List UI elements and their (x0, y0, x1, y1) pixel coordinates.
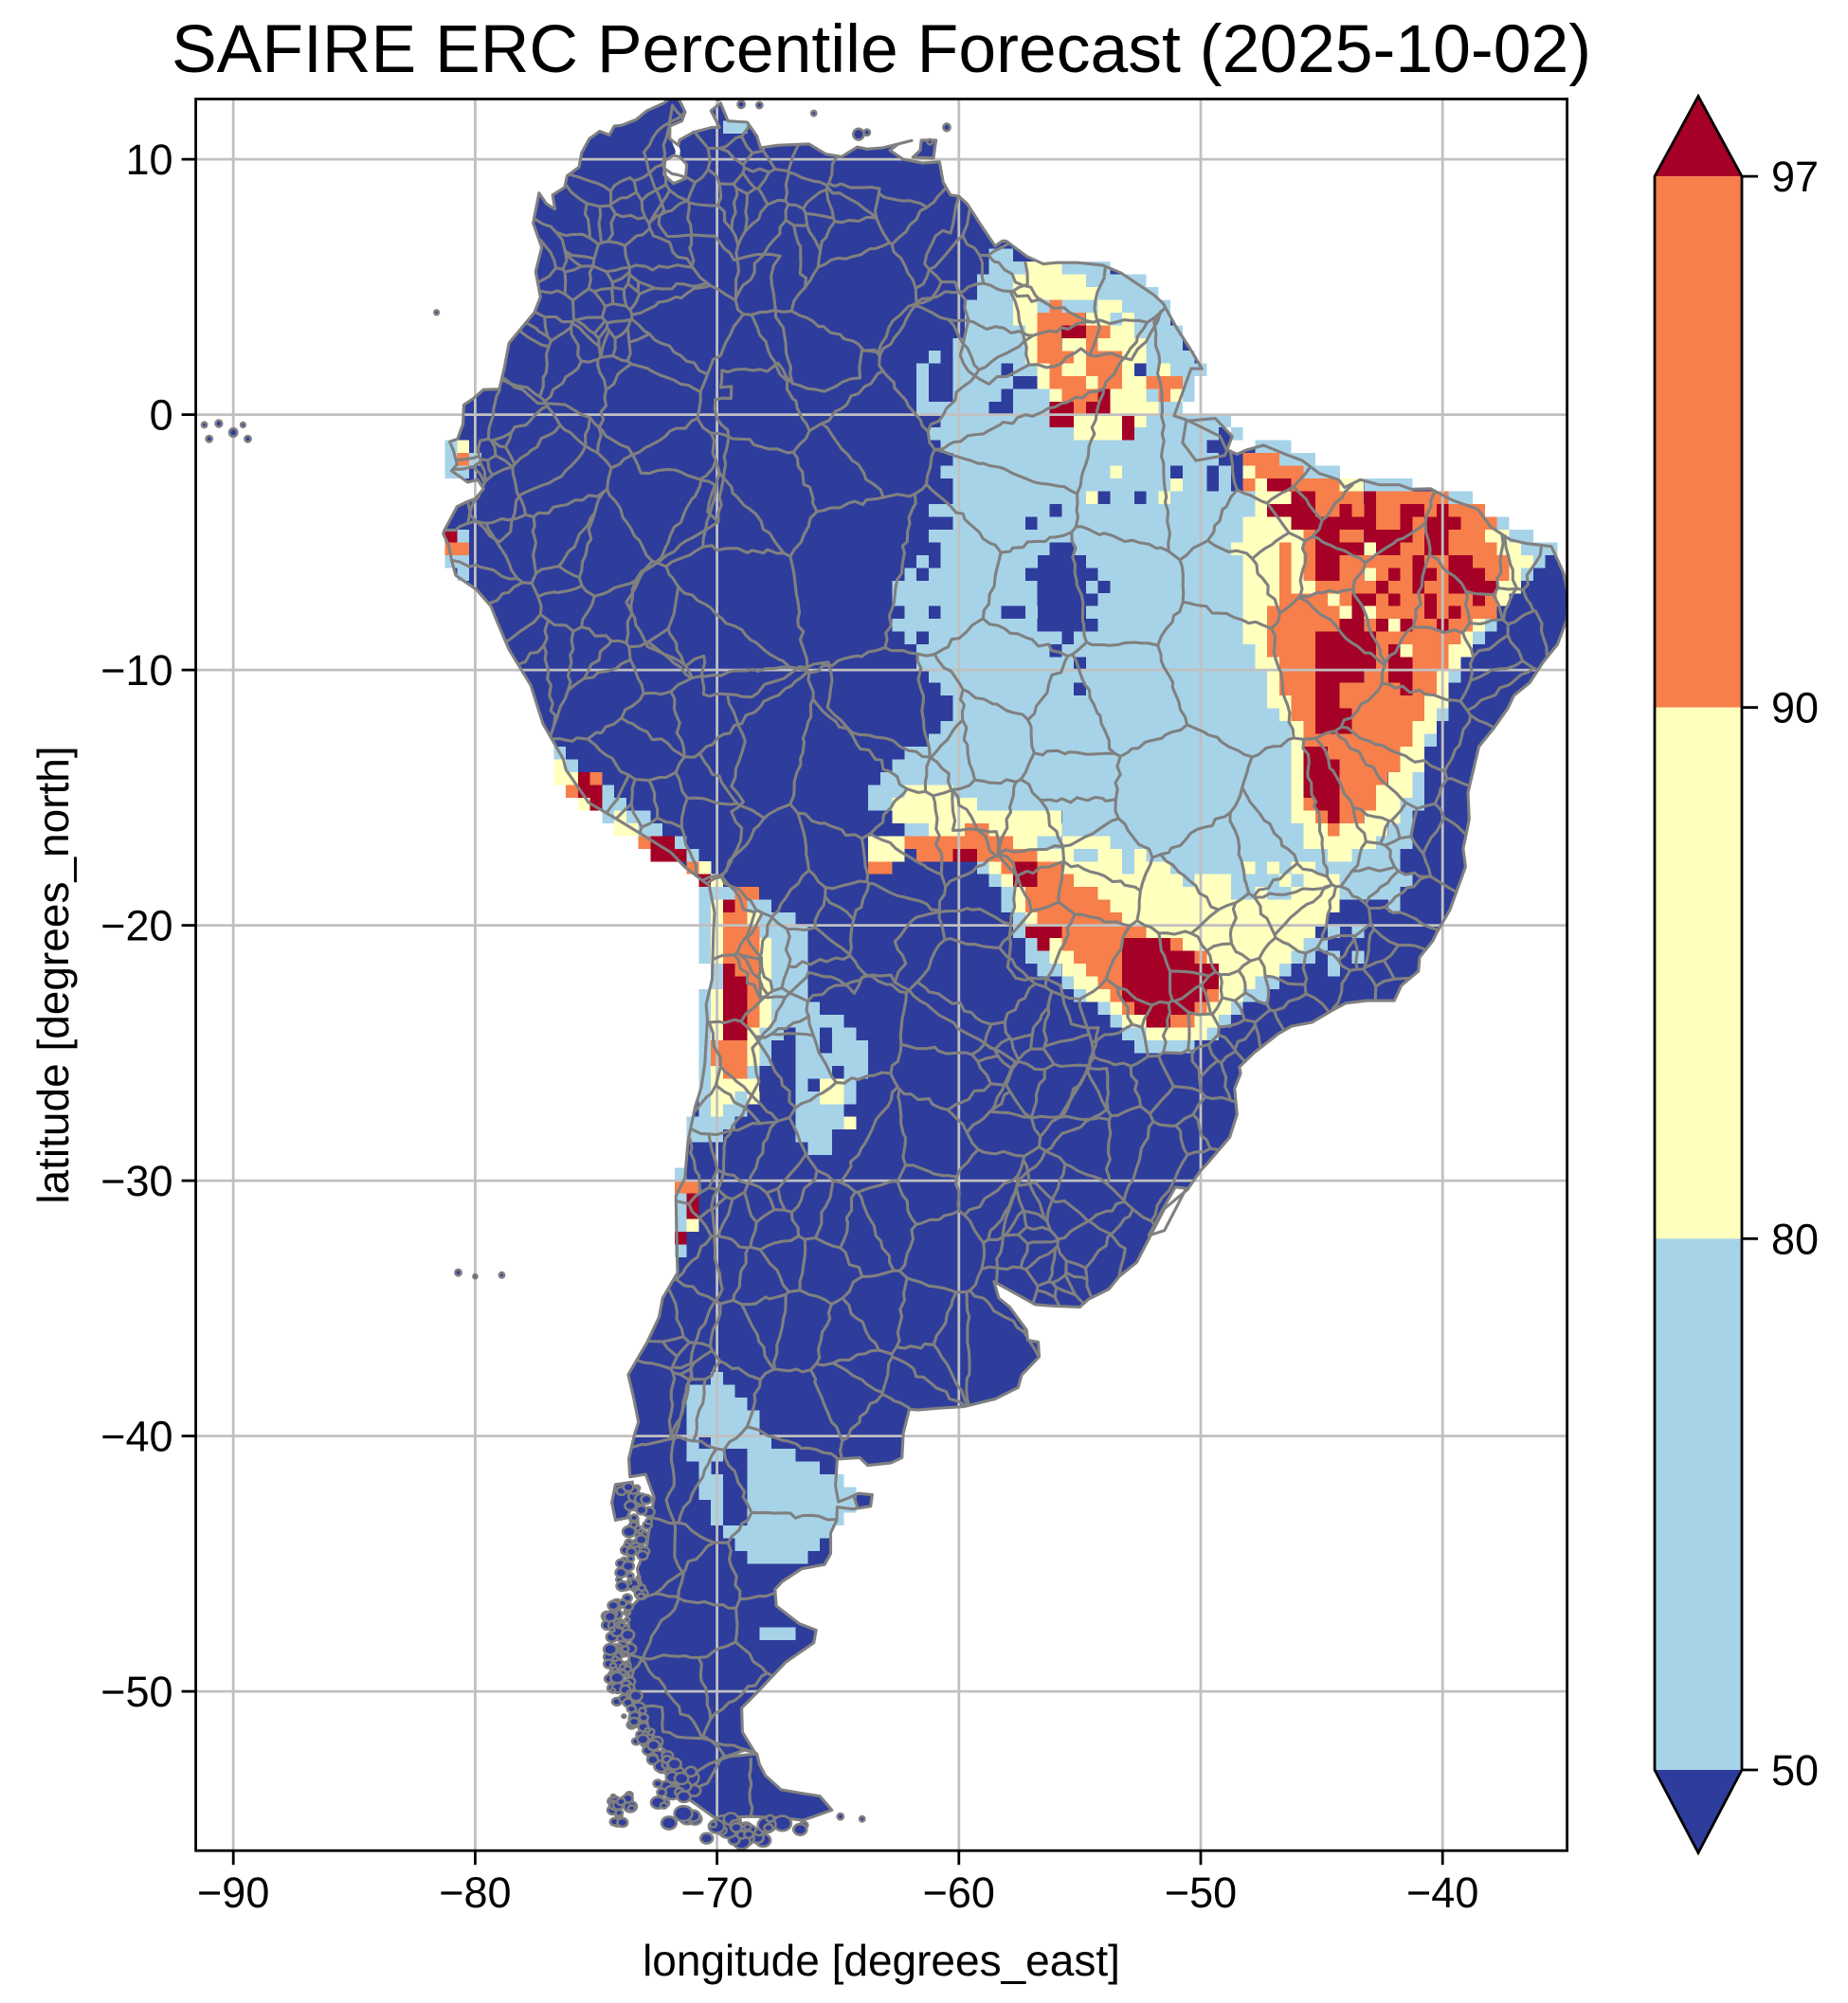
svg-text:−40: −40 (1406, 1868, 1478, 1917)
svg-text:−90: −90 (197, 1868, 269, 1917)
svg-text:97: 97 (1771, 153, 1819, 201)
svg-text:0: 0 (150, 391, 173, 440)
svg-text:−70: −70 (680, 1868, 752, 1917)
svg-text:longitude [degrees_east]: longitude [degrees_east] (643, 1936, 1120, 1985)
svg-text:90: 90 (1771, 684, 1819, 732)
svg-text:−60: −60 (923, 1868, 995, 1917)
svg-text:−20: −20 (100, 902, 172, 950)
svg-text:latitude [degrees_north]: latitude [degrees_north] (28, 746, 78, 1203)
svg-text:10: 10 (126, 135, 173, 184)
svg-text:80: 80 (1771, 1215, 1819, 1263)
svg-text:SAFIRE ERC Percentile Forecast: SAFIRE ERC Percentile Forecast (2025-10-… (172, 11, 1591, 87)
svg-text:50: 50 (1771, 1746, 1819, 1795)
svg-text:−80: −80 (439, 1868, 511, 1917)
svg-text:−10: −10 (100, 646, 172, 695)
svg-text:−40: −40 (100, 1413, 172, 1461)
svg-text:−30: −30 (100, 1157, 172, 1205)
svg-text:−50: −50 (100, 1668, 172, 1716)
svg-text:−50: −50 (1165, 1868, 1237, 1917)
